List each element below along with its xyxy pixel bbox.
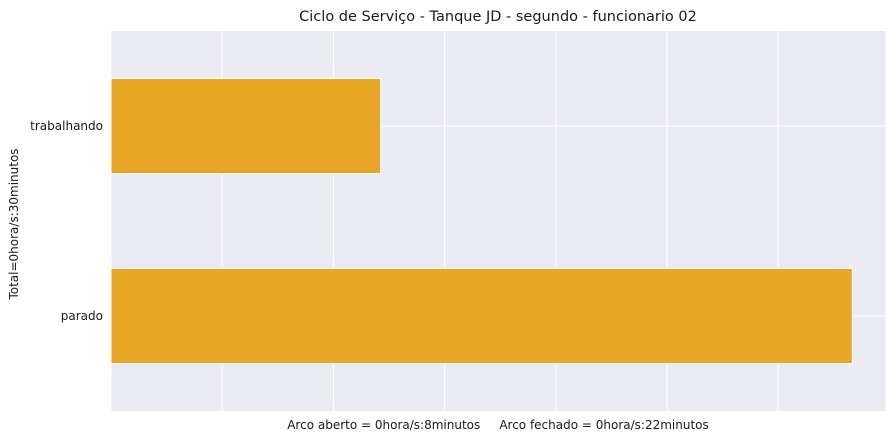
- y-tick-label: parado: [61, 309, 103, 323]
- x-axis-label: Arco aberto = 0hora/s:8minutos Arco fech…: [287, 418, 709, 432]
- bar-layer: [110, 78, 853, 364]
- tick-layer: trabalhando parado: [30, 119, 103, 323]
- chart-title: Ciclo de Serviço - Tanque JD - segundo -…: [299, 9, 697, 25]
- y-tick-label: trabalhando: [30, 119, 103, 133]
- bar-trabalhando: [110, 78, 382, 174]
- y-axis-label: Total=0hora/s:30minutos: [7, 148, 21, 300]
- bar-parado: [110, 268, 853, 364]
